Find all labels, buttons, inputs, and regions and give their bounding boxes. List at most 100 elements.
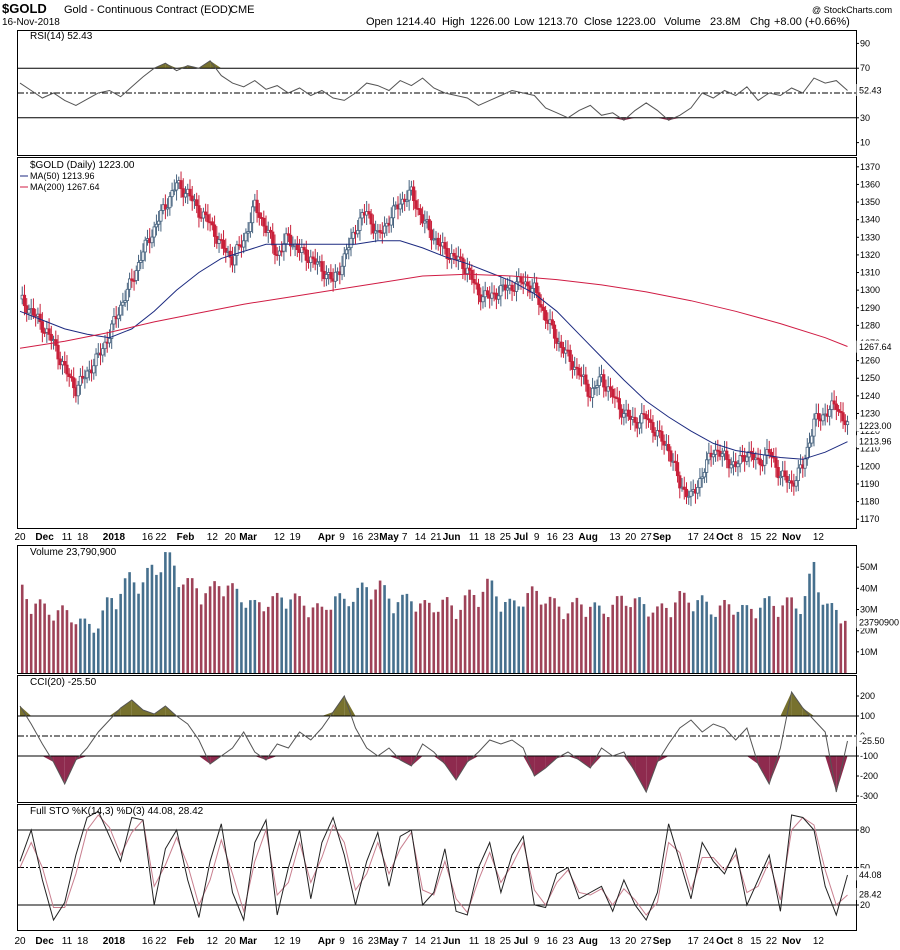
cci-oversold-fill xyxy=(534,756,546,776)
price-candle-body xyxy=(684,488,689,498)
stochastic-x-tick-label: 25 xyxy=(500,936,512,947)
watermark: @ StockCharts.com xyxy=(812,5,892,15)
price-y-tick-label: 1180 xyxy=(860,497,879,507)
price-candle-body xyxy=(729,464,733,469)
stochastic-x-tick-label: Jul xyxy=(514,936,529,947)
price-candle-body xyxy=(67,373,71,377)
price-candle-body xyxy=(313,258,317,265)
price-candle-body xyxy=(414,200,418,209)
cci-overbought-fill xyxy=(344,696,356,716)
volume-bar xyxy=(611,604,614,673)
price-candle-body xyxy=(69,376,74,379)
price-candle-body xyxy=(769,451,774,458)
volume-bar xyxy=(553,598,556,673)
price-candle-body xyxy=(622,413,626,418)
cci-overbought-fill xyxy=(120,700,132,716)
volume-bar xyxy=(843,620,847,673)
volume-bar xyxy=(566,613,570,673)
volume-bar xyxy=(508,598,512,673)
volume-bar xyxy=(808,573,811,673)
volume-bar xyxy=(329,609,333,673)
volume-bar xyxy=(70,622,73,673)
price-candle-body xyxy=(94,353,98,367)
rsi-value-label: 52.43 xyxy=(859,86,882,96)
price-x-tick-label: 27 xyxy=(641,532,653,543)
price-candle-body xyxy=(304,249,308,261)
price-candle-body xyxy=(790,480,794,484)
price-candle-body xyxy=(702,471,706,478)
stochastic-x-tick-label: 16 xyxy=(547,936,559,947)
stochastic-x-tick-label: Oct xyxy=(716,936,733,947)
volume-bar xyxy=(463,595,467,673)
price-y-tick-label: 1290 xyxy=(860,303,880,313)
volume-bar xyxy=(472,594,476,673)
volume-bar xyxy=(803,596,807,673)
price-candle-body xyxy=(830,400,834,410)
volume-bar xyxy=(499,611,503,673)
stochastic-x-tick-label: 22 xyxy=(155,936,167,947)
price-candle-body xyxy=(174,182,179,191)
price-candle-body xyxy=(503,284,507,291)
price-candle-body xyxy=(125,288,129,302)
volume-bar xyxy=(669,617,673,673)
cci-line xyxy=(19,690,848,794)
price-candle-body xyxy=(584,374,588,385)
price-candle-body xyxy=(242,240,246,248)
stochastic-x-tick-label: 27 xyxy=(641,936,653,947)
volume-bar xyxy=(660,603,664,673)
price-candle-body xyxy=(170,190,174,198)
volume-label: Volume xyxy=(664,16,701,28)
volume-bar xyxy=(334,596,337,673)
chg-value: +8.00 (+0.66%) xyxy=(774,16,850,28)
price-candle-body xyxy=(369,213,373,225)
price-candle-body xyxy=(485,290,490,296)
volume-bar xyxy=(231,583,234,673)
volume-bar xyxy=(132,582,136,673)
rsi-overbought-fill xyxy=(210,60,222,69)
price-candle-body xyxy=(22,294,27,307)
cci-oversold-fill xyxy=(411,756,423,766)
close-value: 1223.00 xyxy=(616,16,656,28)
stochastic-x-tick-label: 12 xyxy=(207,936,219,947)
volume-bar xyxy=(651,612,655,673)
price-y-tick-label: 1330 xyxy=(860,232,880,242)
price-candle-body xyxy=(101,348,105,356)
price-y-tick-label: 1350 xyxy=(860,197,880,207)
volume-bar xyxy=(776,616,780,673)
price-candle-body xyxy=(132,280,136,282)
volume-bar xyxy=(759,607,762,673)
cci-y-tick-label: -100 xyxy=(860,751,878,761)
stochastic-x-tick-label: 11 xyxy=(62,936,73,947)
volume-bar xyxy=(450,605,453,673)
rsi-value-box xyxy=(856,84,900,97)
cci-title: CCI(20) -25.50 xyxy=(30,677,97,688)
volume-bar xyxy=(830,603,834,673)
price-candle-body xyxy=(420,214,425,224)
cci-overbought-fill xyxy=(780,692,792,716)
price-candle-body xyxy=(92,365,96,374)
price-candle-body xyxy=(123,300,127,303)
volume-bar xyxy=(177,587,181,673)
price-candle-body xyxy=(367,211,371,215)
volume-bar xyxy=(105,597,109,673)
volume-bar xyxy=(20,584,24,673)
volume-value-label: 23790900 xyxy=(859,618,899,628)
volume-bar xyxy=(544,603,547,673)
volume-bar xyxy=(266,606,270,673)
volume-bar xyxy=(486,578,489,673)
volume-y-tick-label: 10M xyxy=(860,647,878,657)
rsi-oversold-fill xyxy=(668,117,680,121)
volume-bar xyxy=(195,588,198,673)
price-y-tick-label: 1230 xyxy=(860,408,880,418)
price-candle-body xyxy=(119,304,123,316)
price-candle-body xyxy=(405,199,409,202)
cci-panel: 2001000-100-200-300-25.50 xyxy=(18,690,900,801)
description-label: Gold - Continuous Contract (EOD) xyxy=(64,4,232,16)
cci-y-tick-label: -300 xyxy=(860,791,878,801)
price-candle-body xyxy=(157,220,161,225)
rsi-y-tick-label: 30 xyxy=(860,113,870,123)
volume-bar xyxy=(584,616,588,673)
price-candle-body xyxy=(785,475,789,483)
price-candle-body xyxy=(678,475,682,489)
price-x-tick-label: 22 xyxy=(766,532,778,543)
